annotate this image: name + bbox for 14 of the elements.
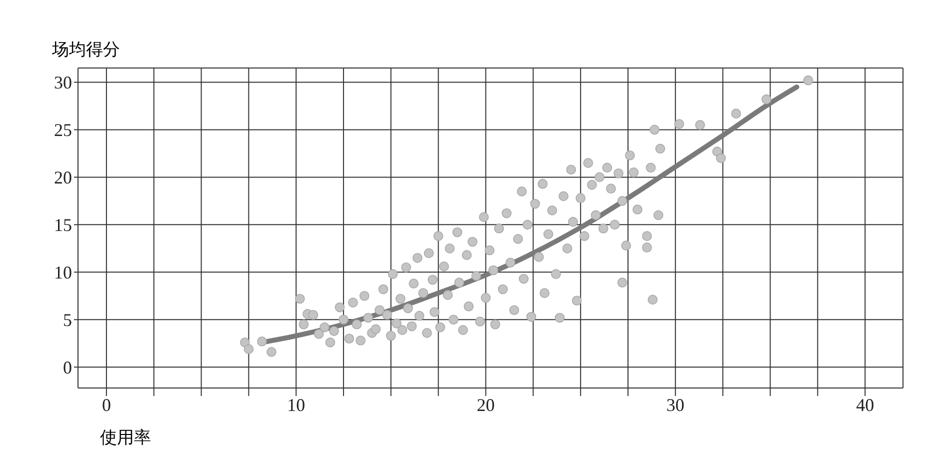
x-tick-label: 30 [666,394,684,415]
x-tick-label: 10 [287,394,306,415]
y-tick-label: 0 [63,358,72,378]
y-tick-label: 25 [54,120,72,140]
y-axis-title: 场均得分 [52,39,120,61]
y-tick-label: 20 [54,168,72,188]
x-tick-label: 40 [856,394,874,415]
x-tick-label: 0 [102,394,111,415]
y-tick-label: 5 [63,310,72,330]
x-tick-label: 20 [476,394,495,415]
y-tick-label: 15 [54,215,72,236]
y-tick-label: 30 [54,72,72,93]
y-tick-label: 10 [54,262,72,283]
x-axis-title: 使用率 [100,427,151,449]
